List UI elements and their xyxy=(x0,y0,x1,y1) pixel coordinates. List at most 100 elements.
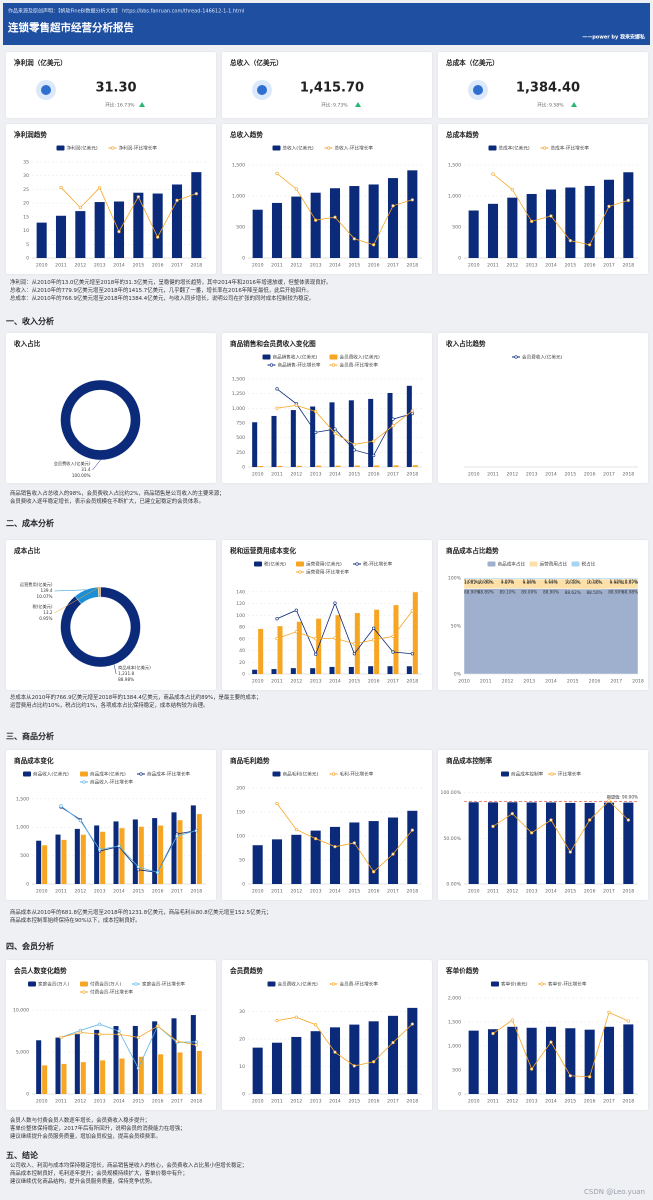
line-point xyxy=(59,804,63,808)
legend-label: 税占比 xyxy=(582,561,596,568)
line-point xyxy=(275,387,279,391)
bar xyxy=(368,821,379,884)
paragraph-line: 会员费收入逐年稳定增长，表示会员规模在不断扩大，已建立起稳定的会员体系。 xyxy=(10,499,205,505)
y-tick-label: 500 xyxy=(452,1068,461,1074)
line-point xyxy=(352,642,356,646)
x-tick-label: 2011 xyxy=(55,1099,67,1105)
line-point xyxy=(294,630,298,634)
bar xyxy=(152,818,158,884)
value-label: 10.03% xyxy=(478,580,494,585)
legend-label: 家庭会员-环比增长率 xyxy=(142,981,185,988)
section-heading: 五、结论 xyxy=(6,1151,38,1160)
x-tick-label: 2011 xyxy=(487,889,499,895)
area xyxy=(463,588,639,675)
bar xyxy=(526,193,537,258)
legend-swatch-dot xyxy=(331,772,336,776)
bar xyxy=(36,1040,42,1094)
line xyxy=(276,610,413,645)
y-tick-label: 1,000 xyxy=(232,194,245,200)
legend-label: 环比增长率 xyxy=(558,771,581,778)
value-label: 9.87% xyxy=(501,580,514,585)
x-tick-label: 2015 xyxy=(564,889,576,895)
line-point xyxy=(568,238,572,243)
pie-label: 商品成本(亿美元) xyxy=(118,664,151,671)
legend-label: 会员费-环比增长率 xyxy=(340,362,379,369)
kpi-change-label: 环比: xyxy=(321,102,332,109)
pie-label: 税(亿美元) xyxy=(32,603,52,610)
x-tick-label: 2013 xyxy=(94,1099,106,1105)
x-tick-label: 2014 xyxy=(329,1099,341,1105)
legend-swatch-dot xyxy=(82,990,86,994)
y-tick-label: 20 xyxy=(239,660,245,666)
bar xyxy=(133,192,144,258)
bar xyxy=(545,802,557,884)
bar xyxy=(329,188,341,258)
line-point xyxy=(333,1050,337,1054)
x-tick-label: 2011 xyxy=(487,263,499,269)
line-point xyxy=(372,626,376,630)
bar xyxy=(526,802,537,884)
pie-value: 13.2 xyxy=(43,610,53,615)
legend-label: 商品收入(亿美元) xyxy=(33,771,69,778)
line-point xyxy=(410,412,414,416)
line-point xyxy=(410,198,414,202)
kpi-icon-core xyxy=(473,85,483,95)
value-label: 88.89% xyxy=(478,590,494,595)
line-point xyxy=(294,1015,298,1019)
y-tick-label: 100.00% xyxy=(441,790,462,796)
watermark: CSDN @Leo.yuan xyxy=(584,1188,645,1196)
bar xyxy=(171,812,177,884)
value-label: 1.11% xyxy=(544,579,557,584)
chart-card: 成本占比 商品成本(亿美元) 1,231.8 88.98% 运营费用(亿美元) 139.4… xyxy=(6,540,216,690)
paragraph-line: 运营费用占比约10%，税占比约1%，各项成本占比保持稳定，成本结构较为合理。 xyxy=(10,703,209,709)
y-tick-label: 140 xyxy=(236,589,245,595)
line xyxy=(492,800,629,853)
y-tick-label: 1,000 xyxy=(448,194,461,200)
bar xyxy=(329,666,335,674)
y-tick-label: 1,000 xyxy=(16,825,29,831)
bar xyxy=(177,820,183,884)
x-tick-label: 2012 xyxy=(290,1099,302,1105)
x-tick-label: 2016 xyxy=(152,889,164,895)
bar xyxy=(349,186,360,258)
bar xyxy=(310,406,316,467)
line-point xyxy=(626,198,630,202)
pie-leader xyxy=(92,459,101,471)
value-label: 10.36% xyxy=(587,580,603,585)
bar xyxy=(368,1021,379,1094)
line xyxy=(492,1011,629,1078)
line-point xyxy=(491,824,495,828)
x-tick-label: 2018 xyxy=(406,263,418,269)
paragraph: 公司收入、利润与成本均保持稳定增长，商品销售是收入的核心，会员费收入占比虽小但增… xyxy=(10,1162,642,1186)
x-tick-label: 2015 xyxy=(348,1099,360,1105)
bar xyxy=(291,196,302,258)
header: 作品来源及原创声明：【帆软FineBI数据分析大赛】 https://bbs.f… xyxy=(3,3,650,45)
bar xyxy=(526,1027,537,1094)
bar xyxy=(61,839,67,884)
legend-swatch xyxy=(80,771,88,777)
line-point xyxy=(391,634,395,638)
x-tick-label: 2014 xyxy=(113,889,125,895)
bar xyxy=(74,828,80,884)
chart-title: 总收入趋势 xyxy=(230,130,263,139)
chart-title: 会员费趋势 xyxy=(230,966,263,975)
chart-title: 净利润趋势 xyxy=(14,130,47,139)
x-tick-label: 2015 xyxy=(348,263,360,269)
legend-label: 商品毛利(亿美元) xyxy=(283,771,319,778)
y-tick-label: 10 xyxy=(239,1064,245,1070)
bar xyxy=(507,1026,518,1094)
x-tick-label: 2014 xyxy=(329,889,341,895)
legend-swatch xyxy=(80,981,88,987)
line-point xyxy=(588,818,592,822)
legend-label: 付费会员(万人) xyxy=(90,981,121,988)
y-tick-label: 0 xyxy=(242,465,245,471)
x-tick-label: 2018 xyxy=(190,1099,202,1105)
x-tick-label: 2015 xyxy=(348,889,360,895)
line-point xyxy=(175,198,179,202)
bar xyxy=(335,465,341,467)
line-point xyxy=(391,1040,395,1045)
line-point xyxy=(372,453,376,458)
